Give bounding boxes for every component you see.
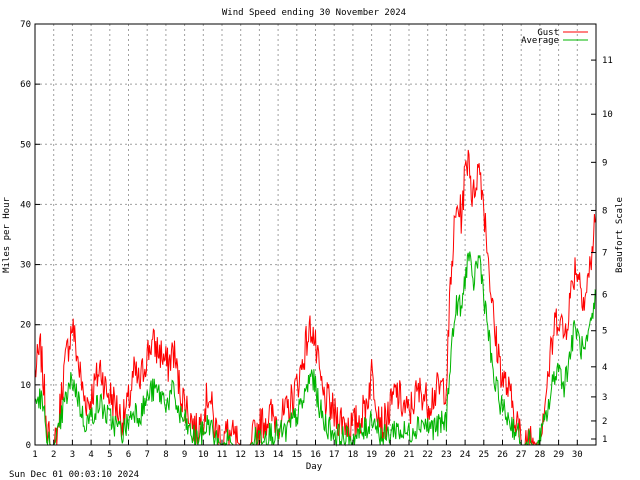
beaufort-tick-label: 11 <box>602 56 613 66</box>
beaufort-tick-label: 5 <box>602 327 607 337</box>
beaufort-tick-label: 1 <box>602 435 607 445</box>
y-tick-label: 70 <box>20 20 31 30</box>
chart-title: Wind Speed ending 30 November 2024 <box>222 8 406 18</box>
y-axis-ticks: 0 10 20 30 40 50 60 70 <box>20 20 40 451</box>
x-tick-label: 18 <box>347 450 358 460</box>
y-tick-label: 50 <box>20 140 31 150</box>
series-line-average <box>34 251 597 447</box>
x-tick-label: 6 <box>126 450 131 460</box>
x-tick-label: 19 <box>366 450 377 460</box>
x-tick-label: 10 <box>198 450 209 460</box>
x-tick-label: 16 <box>310 450 321 460</box>
y-tick-label: 30 <box>20 261 31 271</box>
x-tick-label: 11 <box>217 450 228 460</box>
x-tick-label: 2 <box>51 450 56 460</box>
beaufort-tick-label: 10 <box>602 110 613 120</box>
x-tick-label: 3 <box>70 450 75 460</box>
x-tick-label: 20 <box>385 450 396 460</box>
y-tick-label: 0 <box>26 441 31 451</box>
x-tick-label: 26 <box>497 450 508 460</box>
beaufort-tick-label: 7 <box>602 249 607 259</box>
x-tick-label: 27 <box>516 450 527 460</box>
x-tick-label: 28 <box>534 450 545 460</box>
x-tick-label: 9 <box>182 450 187 460</box>
y-tick-label: 60 <box>20 80 31 90</box>
legend-label-average: Average <box>521 36 559 46</box>
x-tick-label: 22 <box>422 450 433 460</box>
y2-axis-label: Beaufort Scale <box>615 197 625 273</box>
x-axis-label: Day <box>306 462 323 472</box>
series-layer <box>34 149 597 447</box>
timestamp-footer: Sun Dec 01 00:03:10 2024 <box>9 470 139 480</box>
x-tick-label: 21 <box>404 450 415 460</box>
grid-lines <box>35 24 596 445</box>
beaufort-tick-label: 4 <box>602 363 607 373</box>
y-tick-label: 10 <box>20 381 31 391</box>
series-line-gust <box>34 149 597 446</box>
y-tick-label: 40 <box>20 200 31 210</box>
beaufort-tick-label: 2 <box>602 417 607 427</box>
x-tick-label: 14 <box>273 450 284 460</box>
x-tick-label: 12 <box>235 450 246 460</box>
beaufort-axis-ticks: 1 2 3 4 5 6 7 8 9 10 11 <box>591 56 613 445</box>
x-tick-label: 24 <box>460 450 471 460</box>
x-tick-label: 4 <box>88 450 93 460</box>
x-tick-label: 13 <box>254 450 265 460</box>
legend: Gust Average <box>521 28 588 46</box>
x-tick-label: 1 <box>32 450 37 460</box>
x-axis-ticks: 1 2 3 4 5 6 7 8 9 10 11 12 13 14 15 16 17 18 19 20 21 22 23 24 2… <box>32 440 583 460</box>
y-tick-label: 20 <box>20 321 31 331</box>
x-tick-label: 23 <box>441 450 452 460</box>
x-tick-label: 17 <box>329 450 340 460</box>
beaufort-tick-label: 6 <box>602 291 607 301</box>
y-axis-label: Miles per Hour <box>2 196 12 272</box>
beaufort-tick-label: 3 <box>602 393 607 403</box>
x-tick-label: 8 <box>163 450 168 460</box>
x-tick-label: 15 <box>291 450 302 460</box>
x-tick-label: 5 <box>107 450 112 460</box>
x-tick-label: 25 <box>478 450 489 460</box>
legend-label-gust: Gust <box>537 28 559 38</box>
x-tick-label: 7 <box>144 450 149 460</box>
beaufort-tick-label: 8 <box>602 206 607 216</box>
x-tick-label: 30 <box>572 450 583 460</box>
x-tick-label: 29 <box>553 450 564 460</box>
beaufort-tick-label: 9 <box>602 158 607 168</box>
